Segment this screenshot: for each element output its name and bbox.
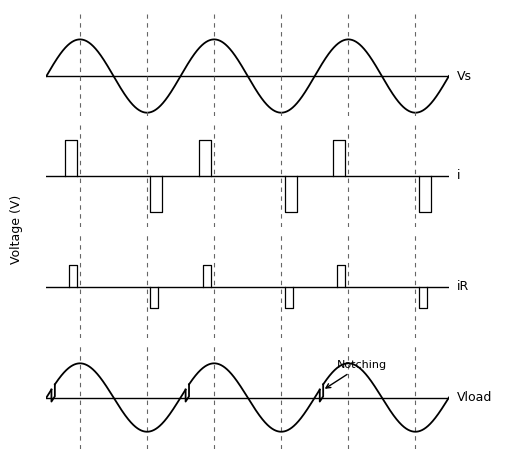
Text: iR: iR <box>457 280 469 293</box>
Text: Vs: Vs <box>457 70 472 82</box>
Text: Voltage (V): Voltage (V) <box>10 194 23 264</box>
Text: Vload: Vload <box>457 391 492 404</box>
Text: i: i <box>457 169 460 182</box>
Text: Notching: Notching <box>326 360 386 388</box>
